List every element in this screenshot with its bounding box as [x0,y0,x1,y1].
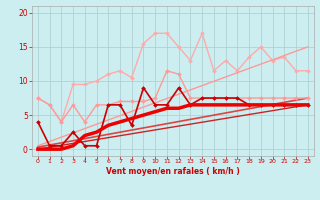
X-axis label: Vent moyen/en rafales ( km/h ): Vent moyen/en rafales ( km/h ) [106,167,240,176]
